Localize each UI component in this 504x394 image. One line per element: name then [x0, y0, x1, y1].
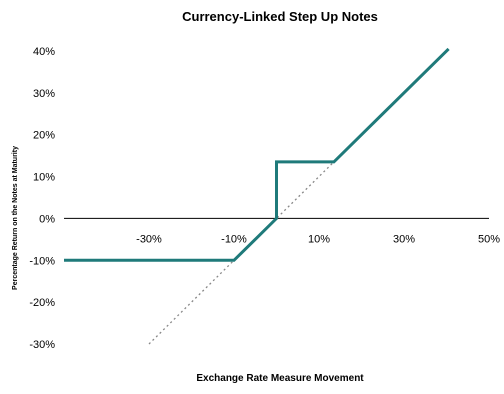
y-tick-label: -30%	[29, 339, 55, 351]
x-tick-labels: -30% -10% 10% 30% 50%	[136, 233, 500, 245]
y-tick-label: 10%	[33, 172, 55, 184]
x-tick-label: -10%	[221, 233, 247, 245]
x-tick-label: 10%	[308, 233, 330, 245]
y-tick-label: 30%	[33, 88, 55, 100]
y-tick-label: 40%	[33, 46, 55, 58]
x-tick-label: -30%	[136, 233, 162, 245]
y-tick-labels: 40% 30% 20% 10% 0% -10% -20% -30%	[29, 46, 55, 351]
y-tick-label: -10%	[29, 255, 55, 267]
y-axis-label: Percentage Return on the Notes at Maturi…	[12, 146, 19, 290]
x-tick-label: 30%	[393, 233, 415, 245]
chart-title: Currency-Linked Step Up Notes	[182, 9, 378, 24]
series-layer	[64, 47, 450, 345]
x-axis-label: Exchange Rate Measure Movement	[196, 373, 364, 384]
y-tick-label: -20%	[29, 297, 55, 309]
y-tick-label: 20%	[33, 130, 55, 142]
y-tick-label: 0%	[39, 213, 55, 225]
payoff-line	[64, 47, 450, 262]
x-tick-label: 50%	[478, 233, 500, 245]
